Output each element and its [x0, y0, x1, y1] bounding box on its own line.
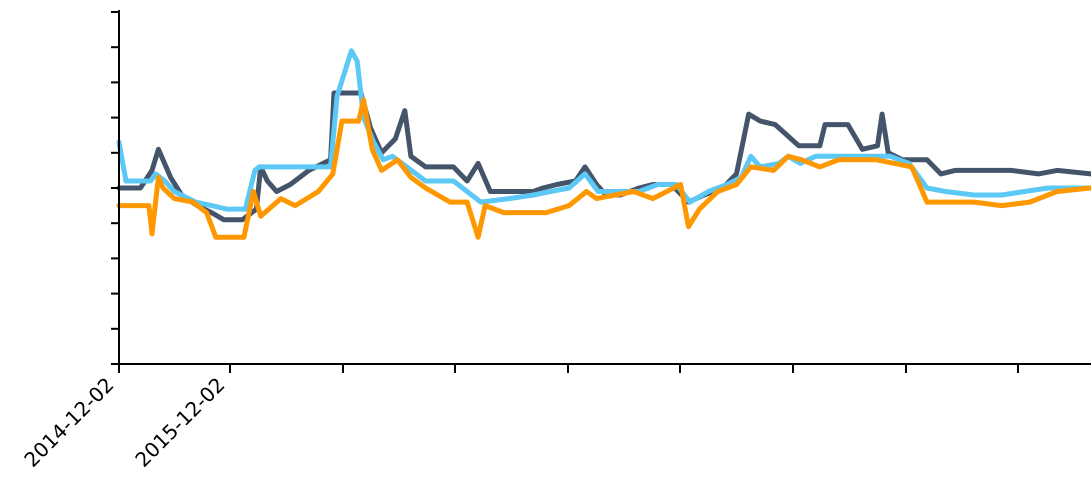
series-line-2	[116, 48, 1091, 212]
x-tick-label: 2014-12-02	[19, 373, 118, 472]
x-axis: 2014-12-02 2015-12-02	[19, 363, 1091, 472]
series-layer	[116, 48, 1091, 240]
x-tick-label: 2015-12-02	[130, 373, 229, 472]
series-line-3	[116, 97, 1091, 240]
y-axis	[111, 10, 120, 365]
